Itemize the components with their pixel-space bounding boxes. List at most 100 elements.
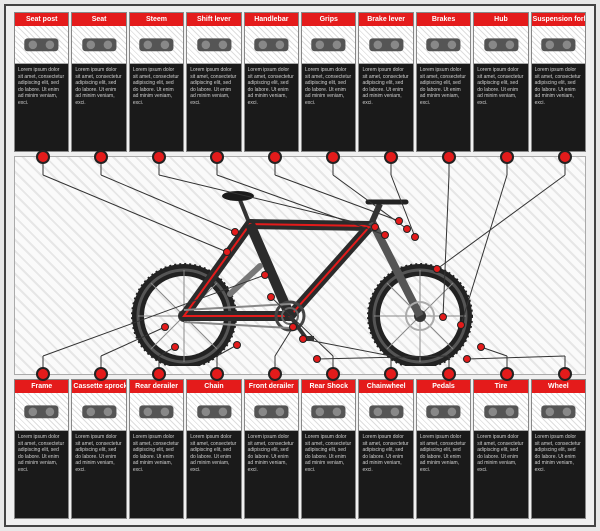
part-label: Chainwheel	[359, 380, 412, 393]
card-callout-dot	[442, 367, 456, 381]
part-icon	[417, 393, 470, 431]
bottom_parts-card: Rear derailer Lorem ipsum dolor sit amet,…	[129, 379, 184, 519]
card-callout-dot	[442, 150, 456, 164]
card-callout-dot	[384, 150, 398, 164]
part-label: Tire	[474, 380, 527, 393]
card-callout-dot	[268, 367, 282, 381]
bottom_parts-card: Tire Lorem ipsum dolor sit amet, consecte…	[473, 379, 528, 519]
part-description: Lorem ipsum dolor sit amet, consectetur …	[474, 431, 527, 518]
bike-point-dot	[267, 293, 275, 301]
bottom_parts-card: Cassette sprockets Lorem ipsum dolor sit …	[71, 379, 126, 519]
part-icon	[72, 393, 125, 431]
part-label: Pedals	[417, 380, 470, 393]
bottom_parts-card: Wheel Lorem ipsum dolor sit amet, consect…	[531, 379, 586, 519]
part-description: Lorem ipsum dolor sit amet, consectetur …	[302, 64, 355, 151]
top_parts-card: SteemLorem ipsum dolor sit amet, consect…	[129, 12, 184, 152]
part-icon	[187, 393, 240, 431]
part-icon	[72, 26, 125, 64]
card-callout-dot	[500, 367, 514, 381]
card-callout-dot	[558, 150, 572, 164]
bike-point-dot	[433, 265, 441, 273]
part-icon	[359, 26, 412, 64]
top_parts-card: Seat post Lorem ipsum dolor sit amet, con…	[14, 12, 69, 152]
card-callout-dot	[268, 150, 282, 164]
part-description: Lorem ipsum dolor sit amet, consectetur …	[245, 431, 298, 518]
part-label: Seat post	[15, 13, 68, 26]
top_parts-card: HubLorem ipsum dolor sit amet, consectet…	[473, 12, 528, 152]
card-callout-dot	[500, 150, 514, 164]
bike-point-dot	[395, 217, 403, 225]
part-description: Lorem ipsum dolor sit amet, consectetur …	[302, 431, 355, 518]
part-icon	[474, 393, 527, 431]
part-description: Lorem ipsum dolor sit amet, consectetur …	[130, 431, 183, 518]
part-icon	[359, 393, 412, 431]
part-description: Lorem ipsum dolor sit amet, consectetur …	[532, 64, 585, 151]
bike-point-dot	[223, 248, 231, 256]
part-icon	[15, 26, 68, 64]
part-icon	[245, 393, 298, 431]
part-description: Lorem ipsum dolor sit amet, consectetur …	[532, 431, 585, 518]
bottom_parts-card: Front derailer Lorem ipsum dolor sit amet…	[244, 379, 299, 519]
card-callout-dot	[210, 367, 224, 381]
part-label: Shift lever	[187, 13, 240, 26]
part-label: Wheel	[532, 380, 585, 393]
part-label: Chain	[187, 380, 240, 393]
card-callout-dot	[326, 150, 340, 164]
top_parts-card: Shift lever Lorem ipsum dolor sit amet, c…	[186, 12, 241, 152]
bottom_parts-card: Rear ShockLorem ipsum dolor sit amet, co…	[301, 379, 356, 519]
part-label: Seat	[72, 13, 125, 26]
part-icon	[187, 26, 240, 64]
part-description: Lorem ipsum dolor sit amet, consectetur …	[187, 431, 240, 518]
top_parts-card: Brake leverLorem ipsum dolor sit amet, c…	[358, 12, 413, 152]
bike-point-dot	[457, 321, 465, 329]
card-callout-dot	[384, 367, 398, 381]
card-callout-dot	[36, 150, 50, 164]
part-description: Lorem ipsum dolor sit amet, consectetur …	[359, 431, 412, 518]
bottom_parts-card: Pedals Lorem ipsum dolor sit amet, consec…	[416, 379, 471, 519]
bike-point-dot	[161, 323, 169, 331]
part-icon	[130, 26, 183, 64]
bike-point-dot	[171, 343, 179, 351]
part-icon	[15, 393, 68, 431]
top_parts-card: Grips Lorem ipsum dolor sit amet, consect…	[301, 12, 356, 152]
bike-point-dot	[381, 231, 389, 239]
bike-point-dot	[231, 228, 239, 236]
part-label: Steem	[130, 13, 183, 26]
bike-point-dot	[233, 341, 241, 349]
top_parts-card: HandlebarLorem ipsum dolor sit amet, con…	[244, 12, 299, 152]
bike-point-dot	[371, 223, 379, 231]
bottom_parts-card: Chainwheel Lorem ipsum dolor sit amet, co…	[358, 379, 413, 519]
part-icon	[532, 393, 585, 431]
part-icon	[130, 393, 183, 431]
part-description: Lorem ipsum dolor sit amet, consectetur …	[72, 431, 125, 518]
bike-point-dot	[289, 323, 297, 331]
part-description: Lorem ipsum dolor sit amet, consectetur …	[417, 64, 470, 151]
bottom_parts-card: Chain Lorem ipsum dolor sit amet, consect…	[186, 379, 241, 519]
part-label: Rear derailer	[130, 380, 183, 393]
part-description: Lorem ipsum dolor sit amet, consectetur …	[187, 64, 240, 151]
part-label: Front derailer	[245, 380, 298, 393]
card-callout-dot	[326, 367, 340, 381]
card-callout-dot	[152, 150, 166, 164]
card-callout-dot	[152, 367, 166, 381]
bike-point-dot	[477, 343, 485, 351]
infographic-frame: Seat post Lorem ipsum dolor sit amet, con…	[4, 4, 596, 527]
part-description: Lorem ipsum dolor sit amet, consectetur …	[474, 64, 527, 151]
bike-point-dot	[299, 335, 307, 343]
bottom_parts-card: FrameLorem ipsum dolor sit amet, consect…	[14, 379, 69, 519]
part-icon	[417, 26, 470, 64]
part-icon	[245, 26, 298, 64]
bike-point-dot	[439, 313, 447, 321]
part-description: Lorem ipsum dolor sit amet, consectetur …	[359, 64, 412, 151]
bike-point-dot	[403, 225, 411, 233]
part-label: Suspension fork	[532, 13, 585, 26]
part-description: Lorem ipsum dolor sit amet, consectetur …	[245, 64, 298, 151]
part-label: Cassette sprockets	[72, 380, 125, 393]
part-description: Lorem ipsum dolor sit amet, consectetur …	[417, 431, 470, 518]
part-label: Grips	[302, 13, 355, 26]
top-parts-row: Seat post Lorem ipsum dolor sit amet, con…	[14, 12, 586, 152]
part-description: Lorem ipsum dolor sit amet, consectetur …	[15, 64, 68, 151]
center-diagram-area	[14, 156, 586, 375]
part-description: Lorem ipsum dolor sit amet, consectetur …	[15, 431, 68, 518]
top_parts-card: SeatLorem ipsum dolor sit amet, consecte…	[71, 12, 126, 152]
